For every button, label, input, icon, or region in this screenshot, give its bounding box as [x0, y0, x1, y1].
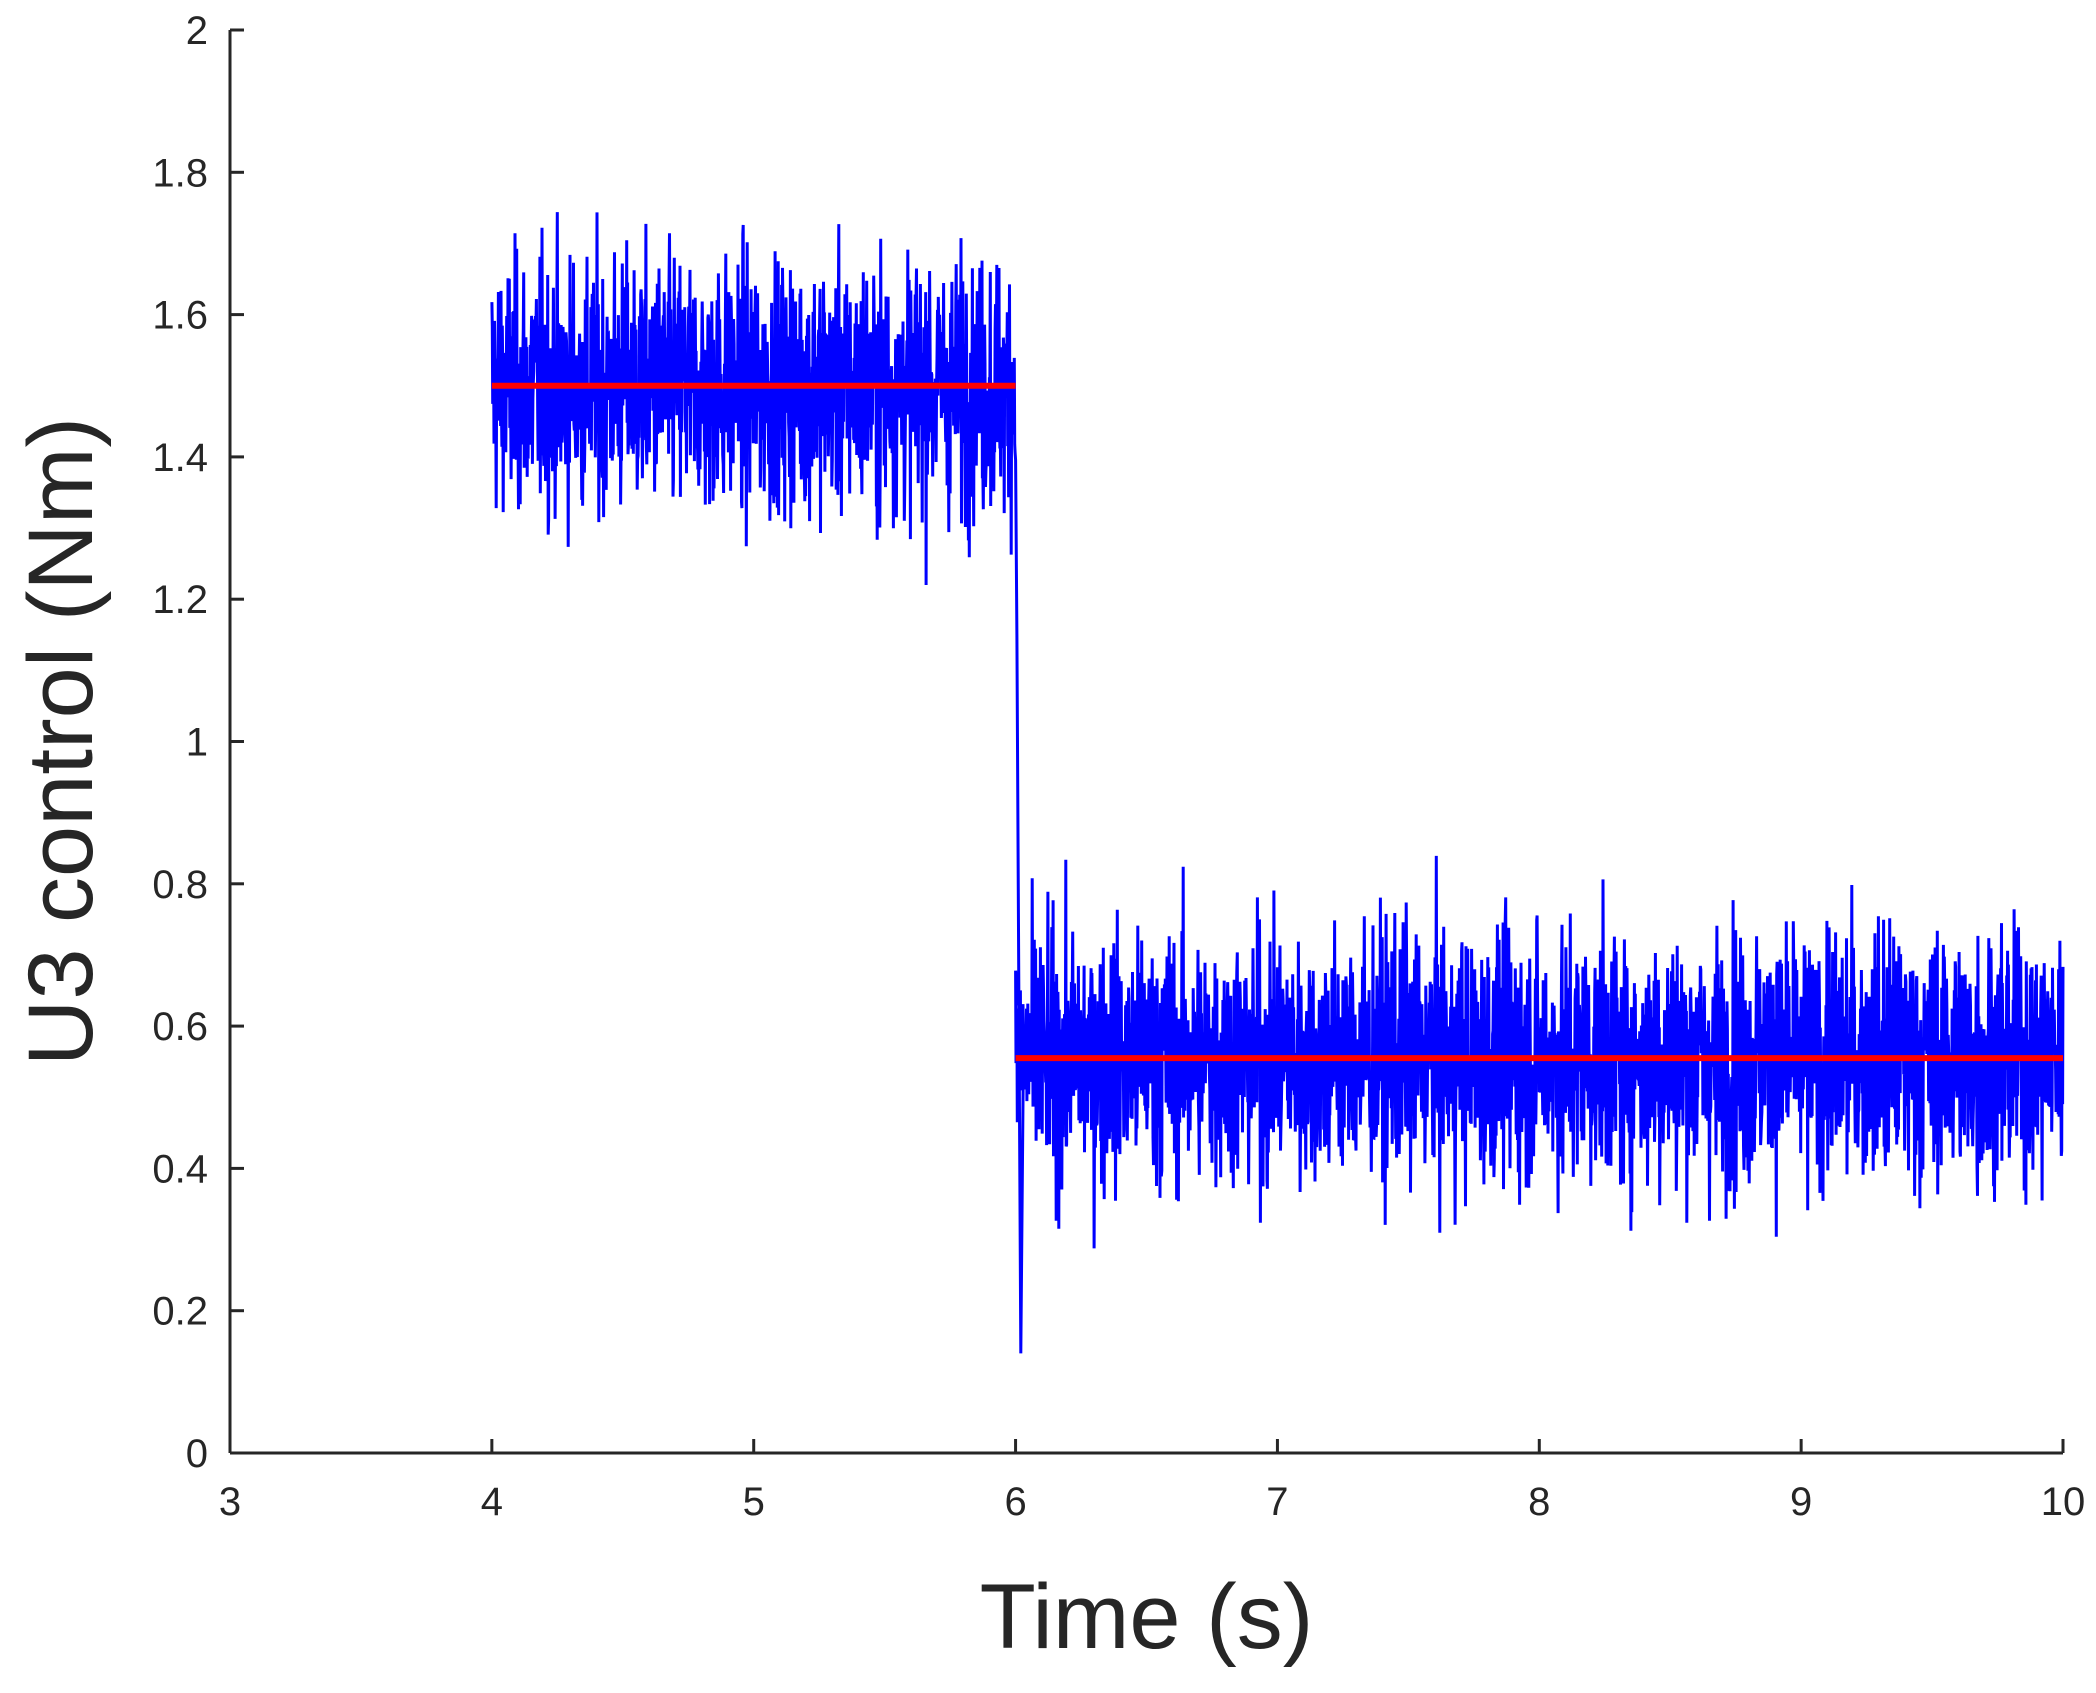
noisy-signal-line	[490, 212, 2065, 1354]
y-tick-label: 1.2	[152, 578, 208, 622]
x-tick-label: 8	[1528, 1480, 1550, 1524]
y-tick-label: 1.8	[152, 151, 208, 195]
y-tick-label: 2	[186, 9, 208, 53]
x-tick-label: 6	[1004, 1480, 1026, 1524]
x-tick-label: 5	[743, 1480, 765, 1524]
y-tick-label: 0.2	[152, 1290, 208, 1334]
x-axis-title: Time (s)	[980, 1566, 1314, 1668]
y-tick-label: 1	[186, 721, 208, 765]
y-tick-label: 0.8	[152, 863, 208, 907]
axes: 3 4 5 6 7 8 9 10 0 0.2 0.4 0.6 0.8 1 1.2 1.4 1.6 1.8 2	[152, 9, 2085, 1524]
x-tick-label: 10	[2041, 1480, 2086, 1524]
x-tick-label: 4	[481, 1480, 503, 1524]
y-tick-label: 0.6	[152, 1005, 208, 1049]
y-tick-label: 0.4	[152, 1147, 208, 1191]
y-tick-label: 1.4	[152, 436, 208, 480]
y-axis-title: U3 control (Nm)	[10, 417, 112, 1066]
plot-area	[490, 212, 2065, 1354]
x-tick-label: 7	[1266, 1480, 1288, 1524]
x-tick-label: 9	[1790, 1480, 1812, 1524]
y-tick-label: 0	[186, 1432, 208, 1476]
y-tick-label: 1.6	[152, 294, 208, 338]
x-tick-label: 3	[219, 1480, 241, 1524]
